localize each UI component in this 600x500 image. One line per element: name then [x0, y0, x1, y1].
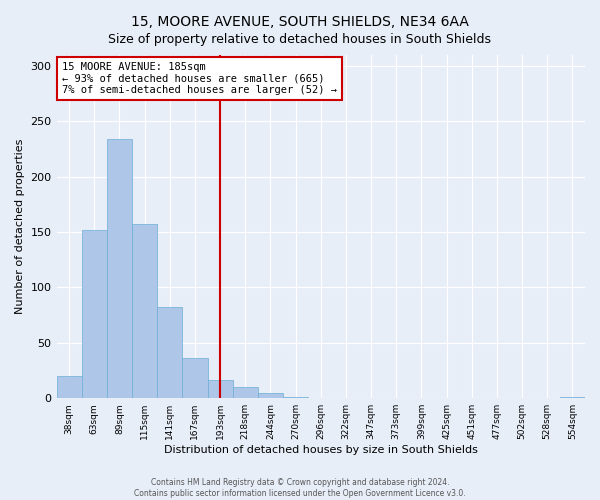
Bar: [82, 230, 107, 398]
X-axis label: Distribution of detached houses by size in South Shields: Distribution of detached houses by size …: [164, 445, 478, 455]
Text: 15 MOORE AVENUE: 185sqm
← 93% of detached houses are smaller (665)
7% of semi-de: 15 MOORE AVENUE: 185sqm ← 93% of detache…: [62, 62, 337, 95]
Text: Contains HM Land Registry data © Crown copyright and database right 2024.
Contai: Contains HM Land Registry data © Crown c…: [134, 478, 466, 498]
Bar: [182, 358, 208, 398]
Bar: [233, 387, 258, 398]
Bar: [560, 397, 585, 398]
Bar: [208, 380, 233, 398]
Bar: [132, 224, 157, 398]
Bar: [107, 139, 132, 398]
Bar: [56, 376, 82, 398]
Bar: [283, 397, 308, 398]
Text: Size of property relative to detached houses in South Shields: Size of property relative to detached ho…: [109, 32, 491, 46]
Text: 15, MOORE AVENUE, SOUTH SHIELDS, NE34 6AA: 15, MOORE AVENUE, SOUTH SHIELDS, NE34 6A…: [131, 15, 469, 29]
Bar: [157, 308, 182, 398]
Bar: [258, 392, 283, 398]
Y-axis label: Number of detached properties: Number of detached properties: [15, 139, 25, 314]
